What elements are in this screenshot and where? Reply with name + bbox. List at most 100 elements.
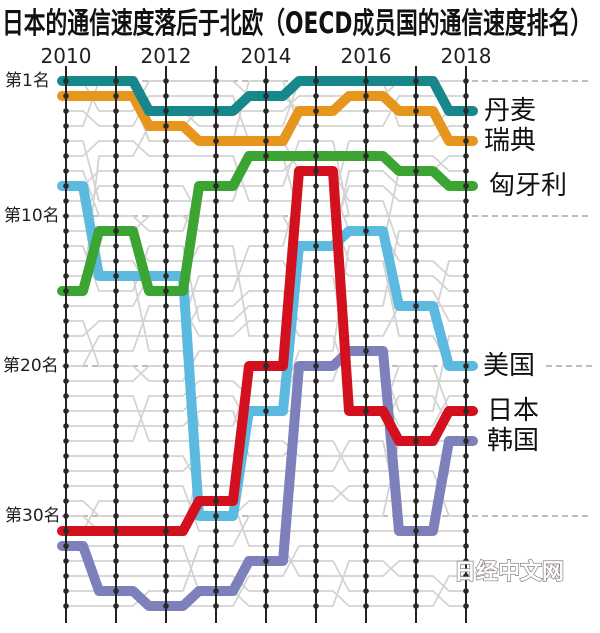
rank-dot: [213, 78, 219, 84]
rank-dot: [413, 213, 419, 219]
rank-dot: [213, 513, 219, 519]
rank-dot: [413, 423, 419, 429]
rank-dot: [363, 543, 369, 549]
background-country-line: [66, 110, 116, 127]
rank-dot: [63, 288, 69, 294]
rank-dot: [463, 513, 469, 519]
year-label: 2010: [41, 44, 92, 68]
rank-dot: [63, 198, 69, 204]
rank-dot: [313, 123, 319, 129]
rank-dot: [463, 168, 469, 174]
rank-dot: [463, 483, 469, 489]
rank-dot: [113, 393, 119, 399]
rank-dot: [463, 423, 469, 429]
rank-dot: [413, 468, 419, 474]
rank-dot: [63, 153, 69, 159]
rank-dot: [313, 348, 319, 354]
rank-dot: [163, 243, 169, 249]
year-label: 2016: [341, 44, 392, 68]
rank-dot: [313, 333, 319, 339]
rank-dot: [363, 183, 369, 189]
rank-dot: [263, 423, 269, 429]
rank-dot: [213, 438, 219, 444]
background-country-line: [216, 320, 266, 337]
rank-dot: [463, 363, 469, 369]
background-country-line: [416, 260, 466, 277]
rank-dot: [363, 498, 369, 504]
rank-dot: [63, 513, 69, 519]
rank-dot: [113, 303, 119, 309]
rank-dot: [313, 468, 319, 474]
rank-dot: [413, 333, 419, 339]
rank-dot: [263, 303, 269, 309]
rank-dot: [213, 528, 219, 534]
rank-dot: [313, 453, 319, 459]
rank-dot: [463, 453, 469, 459]
background-country-line: [116, 140, 166, 157]
watermark: 日经中文网: [454, 559, 564, 585]
rank-dot: [263, 363, 269, 369]
rank-dot: [213, 543, 219, 549]
rank-label: 第10名: [4, 206, 60, 226]
rank-dot: [263, 453, 269, 459]
rank-dot: [413, 348, 419, 354]
series-line: [57, 91, 478, 146]
year-label: 2018: [441, 44, 492, 68]
rank-dot: [363, 153, 369, 159]
rank-dot: [413, 483, 419, 489]
rank-dot: [363, 573, 369, 579]
rank-dot: [313, 258, 319, 264]
rank-dot: [263, 438, 269, 444]
rank-dot: [313, 363, 319, 369]
rank-dot: [113, 483, 119, 489]
rank-dot: [113, 108, 119, 114]
rank-dot: [363, 588, 369, 594]
rank-dot: [463, 468, 469, 474]
rank-dot: [313, 93, 319, 99]
background-country-line: [366, 170, 416, 187]
rank-dot: [113, 258, 119, 264]
rank-dot: [313, 513, 319, 519]
rank-dot: [463, 543, 469, 549]
rank-dot: [363, 348, 369, 354]
rank-dot: [463, 348, 469, 354]
rank-dot: [163, 513, 169, 519]
rank-dot: [63, 108, 69, 114]
rank-dot: [263, 558, 269, 564]
background-country-line: [66, 320, 116, 367]
rank-dot: [413, 303, 419, 309]
rank-dot: [263, 273, 269, 279]
rank-dot: [313, 498, 319, 504]
year-axes: [63, 66, 469, 623]
rank-dot: [263, 213, 269, 219]
rank-dot: [263, 228, 269, 234]
rank-dot: [363, 393, 369, 399]
rank-dot: [413, 558, 419, 564]
rank-dot: [463, 393, 469, 399]
rank-dot: [63, 528, 69, 534]
rank-dot: [113, 273, 119, 279]
rank-dot: [313, 108, 319, 114]
rank-dot: [163, 438, 169, 444]
chart-title: 日本的通信速度落后于北欧（OECD成员国的通信速度排名）: [2, 6, 592, 40]
rank-dot: [413, 528, 419, 534]
rank-dot: [463, 603, 469, 609]
rank-dot: [113, 603, 119, 609]
rank-dot: [63, 438, 69, 444]
rank-dot: [213, 258, 219, 264]
rank-dot: [63, 393, 69, 399]
rank-dot: [413, 603, 419, 609]
background-country-line: [216, 290, 266, 307]
rank-dot: [213, 123, 219, 129]
rank-dot: [313, 288, 319, 294]
background-country-line: [216, 305, 266, 322]
rank-dot: [163, 573, 169, 579]
rank-dot: [313, 408, 319, 414]
rank-dot: [113, 153, 119, 159]
rank-dot: [163, 303, 169, 309]
rank-dot: [113, 138, 119, 144]
rank-dot: [63, 498, 69, 504]
rank-dot: [63, 333, 69, 339]
background-country-line: [66, 335, 116, 367]
rank-dot: [213, 363, 219, 369]
